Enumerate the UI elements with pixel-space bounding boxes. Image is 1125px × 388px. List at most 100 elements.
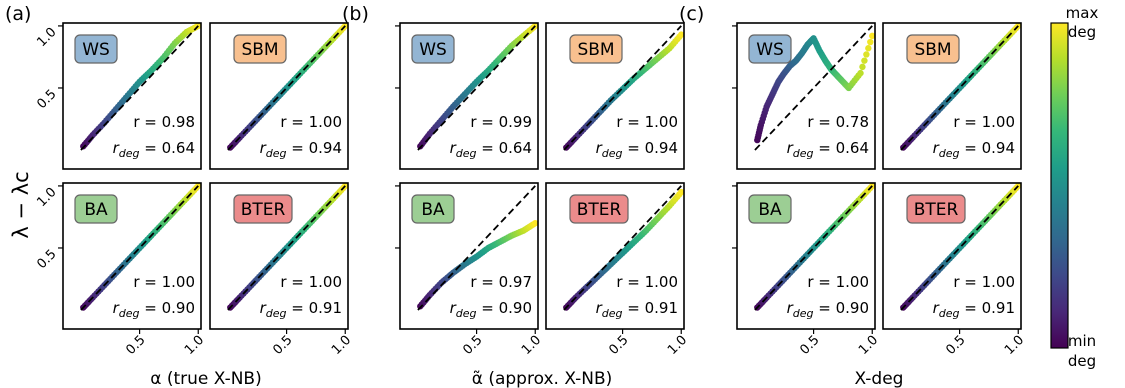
x-tick-label: 1.0 (329, 333, 354, 358)
data-point (861, 57, 868, 64)
data-point (863, 51, 870, 58)
data-point (859, 63, 866, 71)
model-badge (906, 34, 960, 64)
model-badge (569, 34, 623, 64)
x-tick-label: 1.0 (182, 333, 207, 358)
fit-line (80, 25, 199, 151)
model-badge-label: WS (82, 40, 110, 60)
x-tick-label: 0.5 (943, 333, 968, 358)
colorbar-min-line1: min (1068, 332, 1096, 350)
model-badge (411, 194, 455, 224)
model-badge-label: BA (758, 200, 782, 220)
fit-line (417, 185, 536, 311)
rdeg-value: rdeg = 0.91 (260, 299, 342, 320)
r-value: r = 1.00 (953, 273, 1015, 291)
rdeg-value: rdeg = 0.90 (787, 299, 869, 320)
x-axis-label: X-deg (855, 369, 904, 388)
model-badge (74, 34, 118, 64)
panel-frame (399, 182, 539, 330)
x-tick-label: 0.5 (606, 333, 631, 358)
fit-line (80, 185, 199, 311)
x-tick-label: 0.5 (460, 333, 485, 358)
model-badge (906, 194, 966, 224)
panel-grid: (a) α (true X-NB) 0.5 1.0 WS r = 0.98 rdeg = 0… (5, 3, 1027, 388)
model-badge-label: BA (84, 200, 108, 220)
x-axis-label: α̃ (approx. X-NB) (472, 369, 613, 388)
model-badge (74, 194, 118, 224)
model-badge (411, 34, 455, 64)
rdeg-value: rdeg = 0.64 (450, 139, 532, 160)
model-badge-label: BA (421, 200, 445, 220)
colorbar-min-line2: deg (1068, 352, 1096, 370)
y-tick-label: 0.5 (34, 87, 59, 112)
y-tick-label: 1.0 (34, 25, 59, 50)
panel-frame (209, 182, 349, 330)
fit-line (900, 185, 1019, 311)
model-badge-label: SBM (914, 40, 951, 60)
data-point (532, 219, 539, 227)
fit-line (754, 185, 873, 311)
panel-group: (a) α (true X-NB) 0.5 1.0 WS r = 0.98 rdeg = 0… (5, 3, 354, 388)
scatter-panel: SBM r = 1.00 rdeg = 0.94 (882, 22, 1022, 170)
x-axis-label: α (true X-NB) (150, 369, 261, 388)
model-badge (233, 194, 293, 224)
panel-frame (736, 22, 876, 170)
colorbar-bar (1050, 22, 1069, 349)
x-tick-label: 1.0 (1002, 333, 1027, 358)
panel-frame (545, 22, 685, 170)
colorbar-max-line1: max (1066, 4, 1099, 22)
scatter-panel: 0.5 1.0 BTER r = 1.00 rdeg = 0.91 (882, 182, 1027, 358)
data-point (857, 69, 864, 77)
r-value: r = 1.00 (616, 273, 678, 291)
rdeg-value: rdeg = 0.91 (596, 299, 678, 320)
panel-frame (545, 182, 685, 330)
y-tick-label: 0.5 (34, 247, 59, 272)
r-value: r = 1.00 (616, 113, 678, 131)
fit-line (754, 25, 873, 151)
panel-group: (b) α̃ (approx. X-NB) WS r = 0.99 rdeg = 0.6… (342, 3, 690, 388)
data-point (678, 31, 685, 38)
scatter-panel: 0.5 1.0 BTER r = 1.00 rdeg = 0.91 (545, 182, 690, 358)
scatter-panel: 0.5 1.0 BA r = 1.00 rdeg = 0.90 (732, 182, 881, 358)
r-value: r = 1.00 (280, 113, 342, 131)
panel-frame (62, 182, 202, 330)
colorbar-max-line2: deg (1068, 23, 1096, 41)
fit-line (227, 25, 346, 151)
rdeg-value: rdeg = 0.64 (113, 139, 195, 160)
fit-line (227, 185, 346, 311)
panel-frame (882, 22, 1022, 170)
scatter-panel: WS r = 0.78 rdeg = 0.64 (732, 22, 876, 170)
r-value: r = 0.97 (470, 273, 532, 291)
panel-frame (882, 182, 1022, 330)
fit-line (417, 25, 536, 151)
data-point (869, 32, 876, 40)
panel-frame (736, 182, 876, 330)
rdeg-value: rdeg = 0.94 (596, 139, 678, 160)
colorbar: max deg min deg (1050, 4, 1099, 370)
panel-letter: (c) (679, 3, 704, 25)
scatter-panel: 0.5 1.0 0.5 1.0 BA r = 1.00 rdeg = 0.90 (34, 182, 207, 358)
model-badge (569, 194, 629, 224)
panel-frame (62, 22, 202, 170)
y-axis-label: λ − λc (9, 171, 33, 238)
y-tick-label: 1.0 (34, 185, 59, 210)
panel-frame (399, 22, 539, 170)
data-point (867, 38, 874, 46)
r-value: r = 1.00 (133, 273, 195, 291)
x-tick-label: 1.0 (856, 333, 881, 358)
data-point (678, 188, 685, 196)
fit-line (563, 25, 682, 151)
model-badge-label: SBM (241, 40, 278, 60)
rdeg-value: rdeg = 0.94 (260, 139, 342, 160)
panel-letter: (a) (5, 3, 31, 25)
r-value: r = 1.00 (280, 273, 342, 291)
model-badge (748, 194, 792, 224)
rdeg-value: rdeg = 0.90 (450, 299, 532, 320)
x-tick-label: 0.5 (797, 333, 822, 358)
scatter-panel: SBM r = 1.00 rdeg = 0.94 (209, 22, 349, 170)
r-value: r = 0.98 (133, 113, 195, 131)
scatter-panel: WS r = 0.99 rdeg = 0.64 (395, 22, 539, 170)
r-value: r = 1.00 (807, 273, 869, 291)
x-tick-label: 1.0 (665, 333, 690, 358)
